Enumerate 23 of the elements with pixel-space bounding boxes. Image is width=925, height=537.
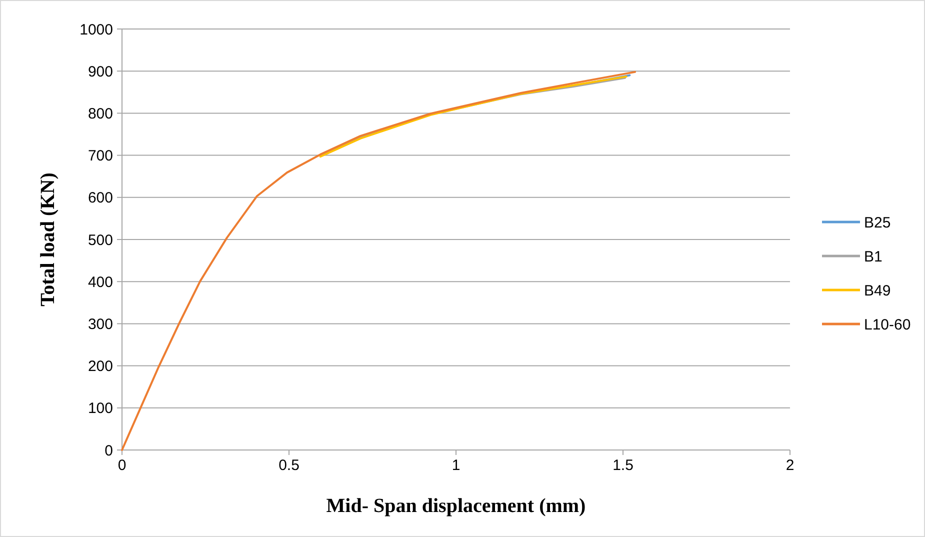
legend-label: B1 bbox=[864, 248, 882, 266]
y-tick-label: 500 bbox=[88, 232, 113, 249]
x-tick-label: 0 bbox=[118, 457, 126, 474]
y-tick-label: 700 bbox=[88, 148, 113, 165]
x-tick-label: 1 bbox=[452, 457, 460, 474]
legend-label: B25 bbox=[864, 214, 891, 232]
y-tick-label: 900 bbox=[88, 63, 113, 80]
y-tick-label: 400 bbox=[88, 274, 113, 291]
y-tick-label: 600 bbox=[88, 190, 113, 207]
y-tick-label: 100 bbox=[88, 400, 113, 418]
x-tick-label: 1.5 bbox=[612, 457, 634, 474]
x-tick-label: 0.5 bbox=[278, 457, 300, 474]
y-axis-title: Total load (KN) bbox=[37, 172, 59, 306]
y-tick-label: 800 bbox=[88, 105, 113, 122]
x-tick-label: 2 bbox=[786, 457, 794, 474]
y-tick-label: 1000 bbox=[80, 21, 113, 38]
line-series bbox=[121, 70, 636, 451]
y-tick-label: 300 bbox=[88, 316, 113, 333]
legend-label: B49 bbox=[864, 282, 891, 300]
x-axis-title: Mid- Span displacement (mm) bbox=[326, 495, 586, 517]
legend-label: L10-60 bbox=[864, 316, 911, 334]
y-tick-label: 0 bbox=[104, 442, 113, 460]
y-tick-label: 200 bbox=[88, 358, 113, 376]
